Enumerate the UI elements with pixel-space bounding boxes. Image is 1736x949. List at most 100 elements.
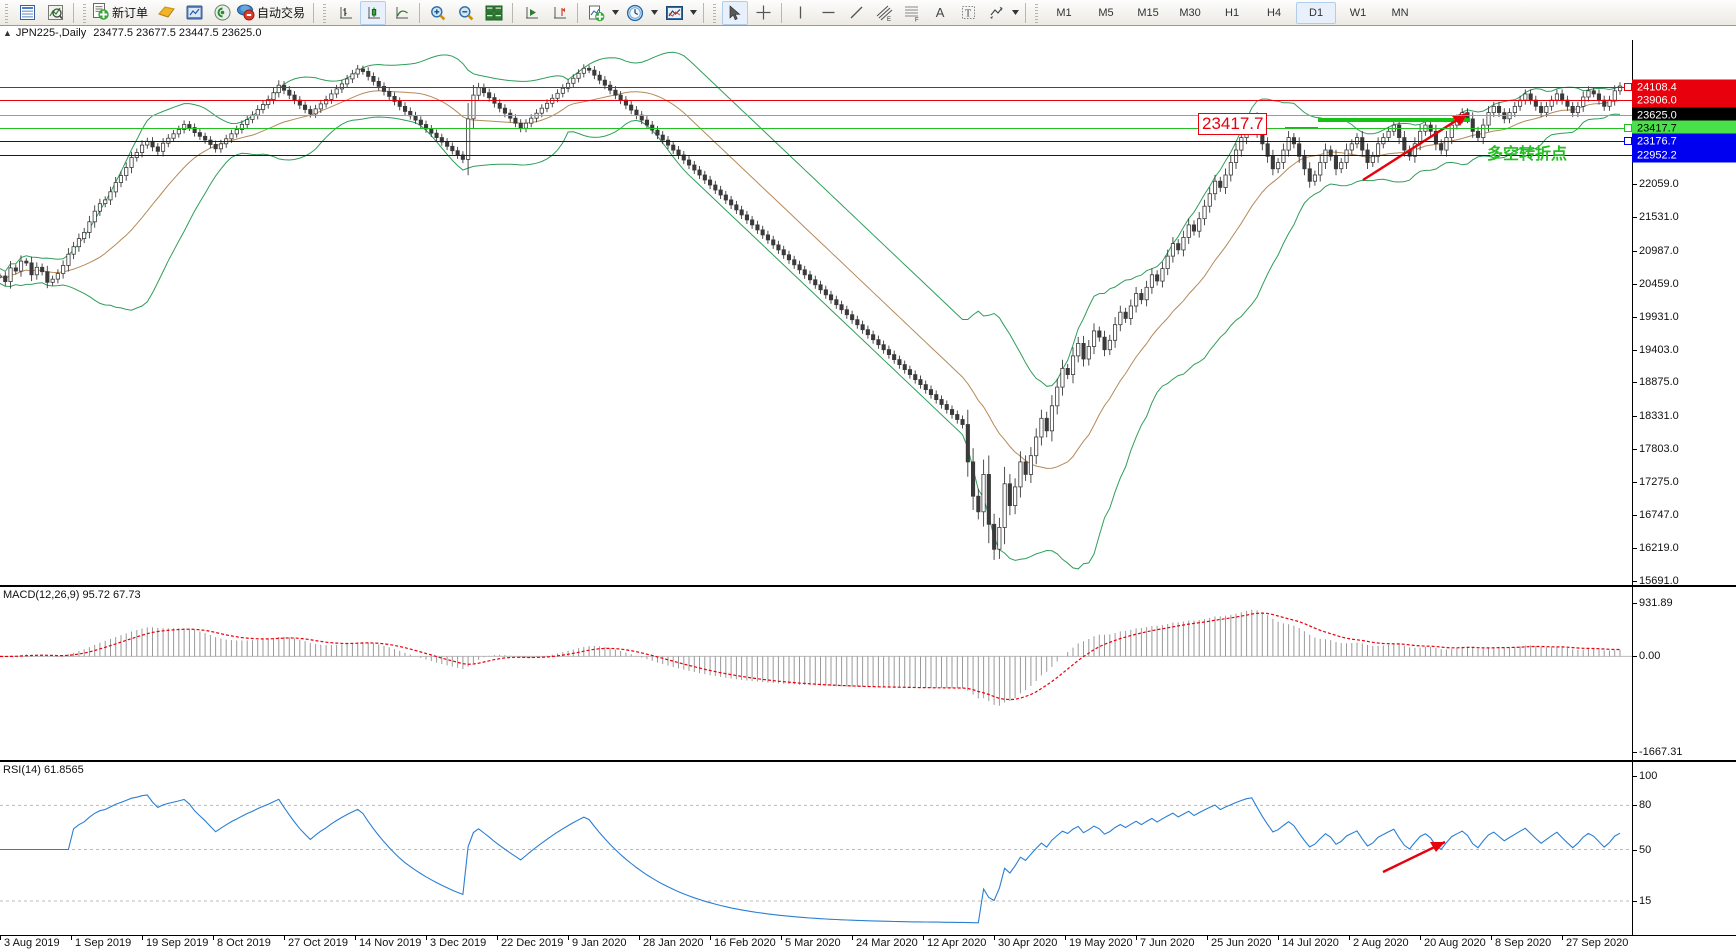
toolbar-grip-charts[interactable]	[321, 2, 329, 23]
date-tick-18: 14 Jul 2020	[1278, 936, 1339, 949]
macd-ytick-931.89: 931.89	[1633, 597, 1673, 609]
timeframe-button-mn[interactable]: MN	[1391, 6, 1409, 19]
chevron-down-icon[interactable]	[649, 2, 660, 24]
periods-clock-icon[interactable]	[622, 1, 648, 25]
date-tick-16: 7 Jun 2020	[1135, 936, 1195, 949]
line-chart-icon[interactable]	[388, 1, 414, 25]
macd-axis[interactable]: 931.89 0.00 -1667.31	[1632, 587, 1736, 760]
auto-scroll-icon[interactable]	[518, 1, 544, 25]
zoom-in-icon[interactable]	[425, 1, 451, 25]
timeframe-button-h4[interactable]: H4	[1267, 6, 1282, 19]
equidistant-channel-icon[interactable]: E	[871, 1, 897, 25]
price-tag-24108.4[interactable]: 24108.4	[1632, 79, 1736, 95]
zoom-out-icon[interactable]	[453, 1, 479, 25]
tile-windows-icon[interactable]	[481, 1, 507, 25]
price-ytick-15691.0: 15691.0	[1633, 575, 1679, 587]
date-tick-21: 8 Sep 2020	[1490, 936, 1552, 949]
toolbar-grip-view[interactable]	[3, 2, 10, 23]
virtual-hosting-icon[interactable]	[209, 1, 235, 25]
fibonacci-retracement-icon[interactable]: F	[899, 1, 925, 25]
timeframe-button-m5[interactable]: M5	[1098, 6, 1114, 19]
svg-text:E: E	[887, 17, 891, 22]
price-level-handle-24108.4[interactable]	[1624, 83, 1632, 91]
text-label-icon[interactable]: T	[955, 1, 981, 25]
chart-shift-icon[interactable]	[546, 1, 572, 25]
chevron-down-icon[interactable]	[610, 2, 621, 24]
price-ytick-19931.0: 19931.0	[1633, 310, 1679, 323]
timeframe-button-h1[interactable]: H1	[1225, 6, 1240, 19]
chart-symbol-label: JPN225-,Daily	[15, 27, 87, 39]
text-icon[interactable]: A	[927, 1, 953, 25]
collapse-triangle-icon[interactable]: ▲	[3, 28, 12, 38]
toolbar-grip-trade[interactable]	[81, 2, 88, 23]
cursor-icon[interactable]	[722, 0, 749, 25]
chevron-down-icon[interactable]	[688, 2, 699, 24]
timeframe-button-m1[interactable]: M1	[1056, 6, 1072, 19]
price-ytick-16747.0: 16747.0	[1633, 509, 1679, 522]
rsi-ytick-50: 50	[1632, 843, 1652, 856]
price-level-handle-23417.7[interactable]	[1624, 124, 1632, 132]
price-tag-22952.2[interactable]: 22952.2	[1632, 147, 1736, 163]
price-level-line-24108.4[interactable]	[0, 87, 1632, 88]
price-tag-23625.0[interactable]: 23625.0	[1632, 107, 1736, 123]
price-ytick-16219.0: 16219.0	[1633, 542, 1679, 555]
date-tick-20: 20 Aug 2020	[1420, 936, 1486, 949]
vertical-line-icon[interactable]	[787, 1, 813, 25]
price-tag-23176.7[interactable]: 23176.7	[1632, 133, 1736, 149]
price-ytick-18875.0: 18875.0	[1633, 376, 1679, 389]
crosshair-icon[interactable]	[750, 1, 776, 25]
date-tick-12: 24 Mar 2020	[852, 936, 918, 949]
date-tick-2: 19 Sep 2019	[141, 936, 209, 949]
toolbar-separator	[73, 2, 74, 23]
date-axis[interactable]: 3 Aug 2019 1 Sep 2019 19 Sep 2019 8 Oct 201…	[0, 935, 1736, 949]
chinese-annotation-label: 多空转折点	[1487, 144, 1568, 163]
macd-pane[interactable]: MACD(12,26,9) 95.72 67.73 931.89 0.00 -166…	[0, 585, 1736, 760]
text-icon-glyph: A	[935, 5, 945, 20]
svg-text:F: F	[915, 17, 919, 22]
trendline-icon[interactable]	[843, 1, 869, 25]
chevron-down-icon[interactable]	[1010, 2, 1021, 24]
date-tick-0: 3 Aug 2019	[0, 936, 60, 949]
date-tick-19: 2 Aug 2020	[1349, 936, 1409, 949]
rsi-ytick-15: 15	[1632, 894, 1652, 907]
rsi-ytick-80: 80	[1632, 799, 1652, 812]
new-order-icon	[91, 2, 110, 24]
toolbar-separator	[781, 2, 783, 23]
price-level-line-22952.2[interactable]	[0, 155, 1632, 156]
price-level-line-23176.7[interactable]	[0, 141, 1632, 142]
market-watch-icon[interactable]	[14, 1, 40, 25]
horizontal-line-icon[interactable]	[815, 1, 841, 25]
indicators-add-icon[interactable]	[583, 1, 609, 25]
toolbar-grip-drawing[interactable]	[711, 2, 719, 23]
timeframe-button-w1[interactable]: W1	[1349, 6, 1367, 19]
bar-chart-icon[interactable]	[332, 1, 358, 25]
mql5-community-icon[interactable]	[153, 1, 179, 25]
rsi-axis[interactable]: 100 80 50 15	[1632, 762, 1736, 935]
price-level-line-23906.0[interactable]	[0, 100, 1632, 101]
date-tick-1: 1 Sep 2019	[70, 936, 132, 949]
data-window-icon[interactable]	[42, 1, 68, 25]
toolbar-grip-timeframes[interactable]	[1033, 2, 1041, 23]
price-level-line-23417.7[interactable]	[0, 128, 1632, 129]
date-tick-3: 8 Oct 2019	[213, 936, 271, 949]
price-chart-pane[interactable]: 23417.7 多空转折点 22587.022059.021531.020987…	[0, 40, 1736, 587]
price-level-line-23625.0[interactable]	[0, 115, 1632, 116]
new-order-button[interactable]: 新订单	[91, 2, 148, 24]
rsi-pane[interactable]: RSI(14) 61.8565 100 80 50 15	[0, 760, 1736, 935]
price-tag-23906.0[interactable]: 23906.0	[1632, 92, 1736, 108]
candlestick-chart-icon[interactable]	[360, 0, 387, 25]
timeframe-button-m30[interactable]: M30	[1179, 6, 1201, 19]
objects-list-icon[interactable]	[983, 1, 1009, 25]
timeframe-button-m15[interactable]: M15	[1137, 6, 1159, 19]
price-tag-23417.7[interactable]: 23417.7	[1632, 120, 1736, 136]
auto-trading-button[interactable]: 自动交易	[236, 2, 305, 24]
macd-ytick-0.00: 0.00	[1632, 650, 1661, 663]
toolbar-separator	[703, 2, 705, 23]
rsi-ytick-100: 100	[1632, 770, 1658, 782]
templates-icon[interactable]	[661, 1, 687, 25]
metaeditor-icon[interactable]	[181, 1, 207, 25]
price-ytick-17803.0: 17803.0	[1633, 443, 1679, 456]
timeframe-button-d1[interactable]: D1	[1296, 1, 1337, 24]
date-tick-9: 28 Jan 2020	[639, 936, 704, 949]
price-level-handle-23176.7[interactable]	[1624, 137, 1632, 145]
